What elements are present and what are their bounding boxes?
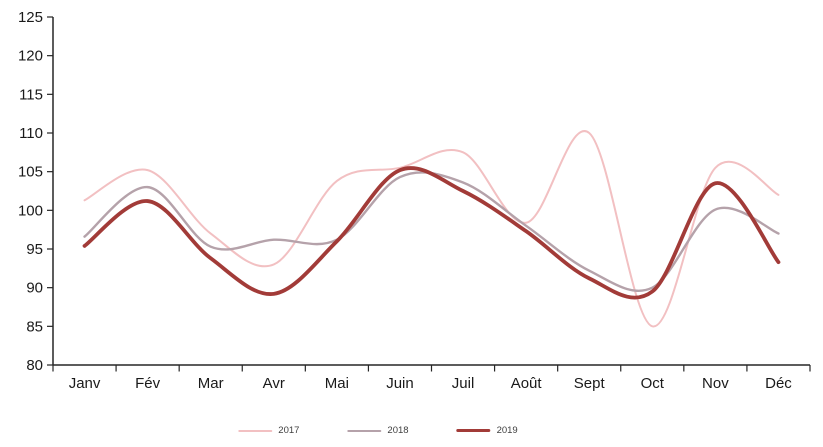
legend-swatch-2018	[347, 429, 382, 432]
y-tick-label: 120	[18, 48, 43, 65]
x-tick-label: Fév	[135, 375, 161, 392]
legend-item-2019: 2019	[456, 425, 518, 436]
x-tick-label: Juin	[386, 375, 414, 392]
x-tick-label: Sept	[574, 375, 606, 392]
y-tick-label: 110	[19, 125, 43, 142]
y-tick-label: 85	[26, 318, 43, 335]
y-tick-label: 95	[26, 241, 43, 258]
x-tick-label: Juil	[452, 375, 475, 392]
y-tick-label: 90	[26, 280, 43, 297]
legend-label-2018: 2018	[387, 425, 409, 436]
y-tick-label: 125	[18, 9, 43, 26]
x-tick-label: Mai	[325, 375, 349, 392]
x-tick-label: Avr	[263, 375, 285, 392]
y-tick-label: 115	[19, 86, 43, 103]
legend-item-2017: 2017	[238, 425, 299, 436]
y-tick-label: 80	[26, 357, 43, 374]
y-tick-label: 105	[18, 164, 43, 181]
x-tick-label: Nov	[702, 375, 729, 392]
series-line-2017	[83, 130, 780, 328]
legend-label-2017: 2017	[278, 425, 300, 436]
x-tick-label: Janv	[69, 375, 101, 392]
legend-item-2018: 2018	[347, 425, 409, 436]
legend-swatch-2019	[456, 429, 491, 432]
legend-label-2019: 2019	[496, 425, 518, 436]
x-tick-label: Oct	[641, 375, 665, 392]
series-line-2019	[82, 166, 781, 300]
series-line-2018	[83, 171, 780, 293]
legend-swatch-2017	[238, 429, 273, 432]
x-tick-label: Mar	[198, 375, 224, 392]
x-tick-label: Déc	[765, 375, 792, 392]
y-tick-label: 100	[18, 202, 43, 219]
chart-legend: 2017 2018 2019	[238, 425, 518, 436]
x-tick-label: Août	[511, 375, 543, 392]
